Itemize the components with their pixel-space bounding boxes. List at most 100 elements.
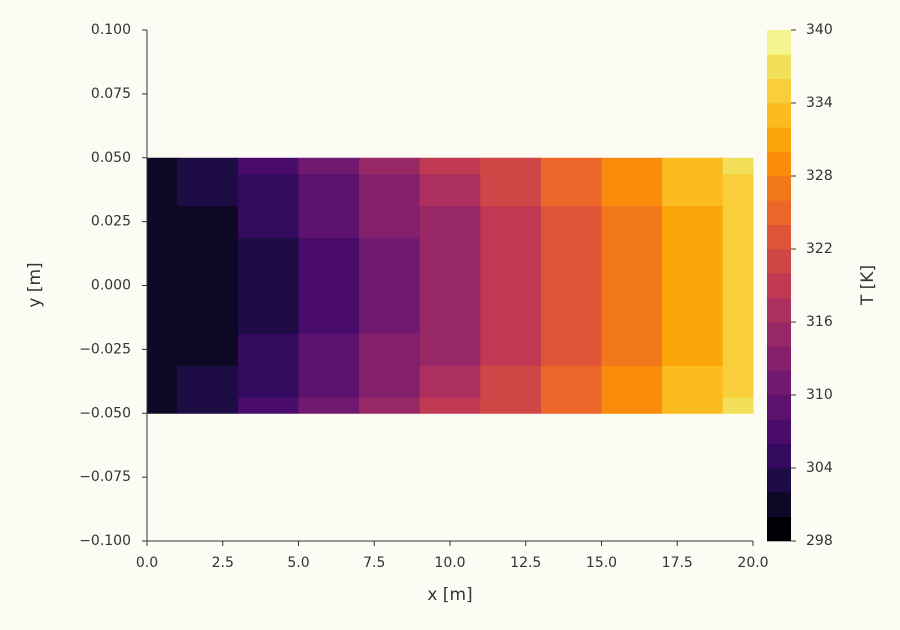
contour-cell bbox=[237, 269, 299, 302]
contour-cell bbox=[419, 365, 481, 398]
contour-cell bbox=[419, 397, 481, 414]
contour-cell bbox=[147, 301, 178, 334]
contour-cell bbox=[419, 269, 481, 302]
contour-cell bbox=[540, 301, 602, 334]
colorbar-band bbox=[767, 322, 791, 347]
contour-cell bbox=[480, 397, 542, 414]
colorbar-tick-label: 304 bbox=[806, 460, 833, 476]
contour-cell bbox=[601, 365, 663, 398]
contour-cell bbox=[722, 205, 754, 239]
y-tick-label: 0.075 bbox=[91, 86, 131, 102]
contour-cell bbox=[480, 365, 542, 398]
contour-cell bbox=[480, 157, 542, 175]
colorbar-tick-label: 340 bbox=[806, 22, 833, 38]
contour-cell bbox=[662, 269, 724, 302]
colorbar-band bbox=[767, 78, 791, 104]
contour-cell bbox=[298, 397, 360, 414]
x-tick-label: 5.0 bbox=[287, 555, 309, 571]
contour-cell bbox=[662, 157, 724, 175]
y-tick-label: 0.025 bbox=[91, 214, 131, 230]
contour-cell bbox=[237, 397, 299, 414]
contour-cell bbox=[480, 205, 542, 239]
contour-cell bbox=[480, 301, 542, 334]
colorbar-band bbox=[767, 370, 791, 396]
x-tick-label: 15.0 bbox=[586, 555, 617, 571]
contour-cell bbox=[177, 301, 239, 334]
contour-cell bbox=[177, 157, 239, 175]
contour-cell bbox=[177, 237, 239, 271]
x-tick-label: 2.5 bbox=[212, 555, 234, 571]
contour-cell bbox=[147, 269, 178, 302]
colorbar-band bbox=[767, 395, 791, 420]
contour-cell bbox=[480, 237, 542, 271]
y-tick-label: −0.025 bbox=[79, 341, 131, 357]
contour-cell bbox=[540, 269, 602, 302]
contour-cell bbox=[419, 173, 481, 207]
contour-cell bbox=[419, 333, 481, 366]
y-tick-label: 0.000 bbox=[91, 278, 131, 294]
contour-cell bbox=[540, 397, 602, 414]
contour-cell bbox=[298, 157, 360, 175]
y-tick-label: 0.100 bbox=[91, 22, 131, 38]
contour-cell bbox=[601, 205, 663, 239]
contour-cell bbox=[540, 333, 602, 366]
contour-cell bbox=[359, 173, 421, 207]
contour-cell bbox=[298, 365, 360, 398]
colorbar-tick-label: 298 bbox=[806, 533, 833, 549]
colorbar-band bbox=[767, 468, 791, 493]
contour-cell bbox=[147, 365, 178, 398]
contour-cell bbox=[601, 173, 663, 207]
contour-cell bbox=[237, 301, 299, 334]
contour-cell bbox=[298, 205, 360, 239]
contour-cell bbox=[419, 301, 481, 334]
x-tick-label: 7.5 bbox=[363, 555, 385, 571]
colorbar-band bbox=[767, 346, 791, 371]
colorbar-band bbox=[767, 127, 791, 152]
contour-cell bbox=[601, 237, 663, 271]
contour-cell bbox=[298, 173, 360, 207]
contour-cell bbox=[237, 237, 299, 271]
contour-cell bbox=[722, 157, 754, 175]
y-tick-label: −0.050 bbox=[79, 405, 131, 421]
y-tick-label: 0.050 bbox=[91, 150, 131, 166]
colorbar-band bbox=[767, 249, 791, 274]
contour-cell bbox=[147, 333, 178, 366]
y-tick-label: −0.075 bbox=[79, 469, 131, 485]
contour-cell bbox=[177, 173, 239, 207]
colorbar-band bbox=[767, 516, 791, 542]
colorbar-band bbox=[767, 103, 791, 128]
contour-cell bbox=[359, 237, 421, 271]
contour-cell bbox=[359, 301, 421, 334]
contour-cell bbox=[540, 157, 602, 175]
colorbar-tick-label: 334 bbox=[806, 95, 833, 111]
colorbar-band bbox=[767, 297, 791, 323]
contour-cell bbox=[722, 333, 754, 366]
colorbar-tick-label: 316 bbox=[806, 314, 833, 330]
colorbar-band bbox=[767, 273, 791, 298]
contour-cell bbox=[298, 333, 360, 366]
contour-cell bbox=[359, 397, 421, 414]
contour-cell bbox=[722, 173, 754, 207]
contour-cell bbox=[237, 205, 299, 239]
contour-cell bbox=[662, 333, 724, 366]
contour-cell bbox=[480, 269, 542, 302]
contour-cell bbox=[601, 269, 663, 302]
contour-cell bbox=[147, 397, 178, 414]
x-axis-label: x [m] bbox=[427, 585, 472, 605]
contour-cell bbox=[662, 301, 724, 334]
contour-cell bbox=[722, 269, 754, 302]
contour-cell bbox=[298, 237, 360, 271]
contour-cell bbox=[419, 157, 481, 175]
colorbar-band bbox=[767, 224, 791, 250]
x-tick-label: 12.5 bbox=[510, 555, 541, 571]
contour-cell bbox=[480, 173, 542, 207]
y-axis-label: y [m] bbox=[25, 262, 45, 307]
colorbar-tick-label: 328 bbox=[806, 168, 833, 184]
contour-cell bbox=[359, 333, 421, 366]
contour-cell bbox=[298, 269, 360, 302]
colorbar-band bbox=[767, 30, 791, 55]
contour-cell bbox=[662, 205, 724, 239]
x-tick-label: 10.0 bbox=[434, 555, 465, 571]
contour-cell bbox=[177, 269, 239, 302]
